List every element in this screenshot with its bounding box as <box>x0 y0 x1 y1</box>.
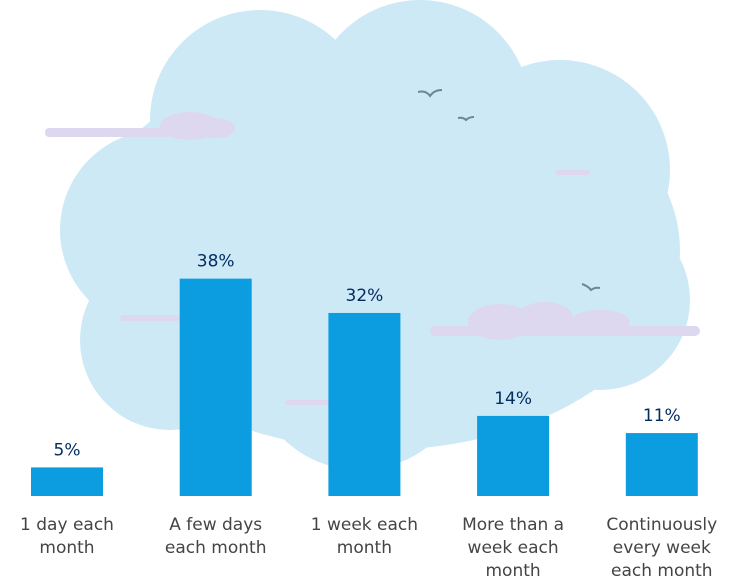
category-label: Continuously every week each month <box>592 514 730 583</box>
bar <box>626 433 698 496</box>
value-label: 32% <box>346 286 384 306</box>
bar <box>31 467 103 496</box>
page: 5% 38% 32% 14% 11% 1 day each month A few day… <box>0 0 730 588</box>
category-label: 1 day each month <box>2 514 132 560</box>
bar <box>328 313 400 496</box>
value-label: 5% <box>54 440 81 460</box>
value-label: 14% <box>494 389 532 409</box>
bar <box>180 279 252 496</box>
bar <box>477 416 549 496</box>
category-label: More than a week each month <box>448 514 578 583</box>
value-label: 38% <box>197 252 235 272</box>
chart: 5% 38% 32% 14% 11% <box>0 0 730 588</box>
category-label: 1 week each month <box>299 514 429 560</box>
category-label: A few days each month <box>151 514 281 560</box>
value-label: 11% <box>643 406 681 426</box>
